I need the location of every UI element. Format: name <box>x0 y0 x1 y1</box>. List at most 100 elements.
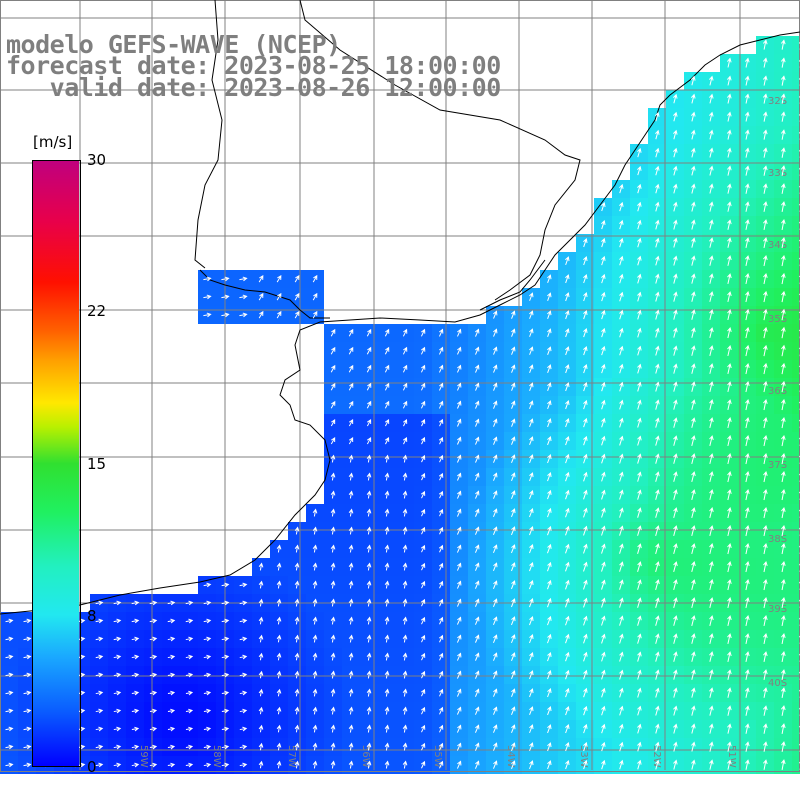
wind-arrow <box>239 708 248 714</box>
wind-arrow <box>113 618 122 624</box>
wind-arrow <box>384 634 390 643</box>
wind-arrow <box>348 724 354 733</box>
wind-arrow <box>762 39 768 50</box>
wind-arrow <box>5 618 14 624</box>
wind-arrow <box>276 724 282 733</box>
wind-arrow <box>745 344 750 357</box>
wind-arrow <box>691 255 696 266</box>
wind-arrow <box>691 579 696 591</box>
wind-arrow <box>781 633 786 645</box>
wind-arrow <box>511 472 516 482</box>
wind-arrow <box>5 744 14 750</box>
wind-arrow <box>655 615 660 626</box>
wind-arrow <box>744 57 750 68</box>
wind-arrow <box>745 723 750 734</box>
wind-arrow <box>167 726 176 732</box>
wind-arrow <box>709 399 714 410</box>
wind-arrow <box>727 255 732 266</box>
wind-arrow <box>384 328 390 337</box>
wind-arrow <box>492 616 498 625</box>
wind-speed-cell <box>792 612 800 630</box>
wind-arrow <box>366 634 372 643</box>
wind-arrow <box>528 579 534 590</box>
wind-arrow <box>709 183 714 194</box>
wind-arrow <box>348 472 354 481</box>
wind-arrow <box>565 310 570 320</box>
wind-arrow <box>402 328 408 337</box>
wind-arrow <box>745 687 750 698</box>
wind-arrow <box>457 454 462 463</box>
wind-arrow <box>438 652 444 661</box>
wind-arrow <box>673 723 678 734</box>
wind-arrow <box>384 544 390 553</box>
wind-arrow <box>745 290 750 303</box>
wind-arrow <box>781 452 786 465</box>
wind-speed-cell <box>792 468 800 486</box>
wind-arrow <box>708 93 714 104</box>
wind-arrow <box>475 472 480 481</box>
wind-arrow <box>762 147 768 158</box>
wind-arrow <box>493 760 498 769</box>
wind-arrow <box>5 672 14 678</box>
wind-arrow <box>366 706 372 715</box>
wind-arrow <box>673 471 678 482</box>
wind-arrow <box>726 111 732 122</box>
wind-arrow <box>780 759 786 770</box>
wind-arrow <box>475 490 480 499</box>
wind-arrow <box>438 472 444 481</box>
wind-arrow <box>762 165 768 176</box>
wind-arrow <box>583 687 588 698</box>
wind-arrow <box>709 453 714 465</box>
wind-arrow <box>330 562 336 571</box>
wind-arrow <box>619 759 624 770</box>
wind-arrow <box>637 201 642 212</box>
wind-arrow <box>492 544 498 553</box>
wind-arrow <box>348 742 354 751</box>
wind-arrow <box>420 472 426 481</box>
wind-arrow <box>547 471 552 482</box>
wind-arrow <box>149 762 158 768</box>
wind-arrow <box>637 255 642 266</box>
wind-arrow <box>655 129 660 140</box>
wind-arrow <box>780 39 786 50</box>
wind-arrow <box>709 687 714 698</box>
wind-arrow <box>113 690 122 696</box>
latitude-label: 32S <box>768 96 787 107</box>
wind-arrow <box>456 688 462 697</box>
wind-arrow <box>763 741 768 752</box>
wind-arrow <box>565 579 570 590</box>
wind-arrow <box>781 596 786 609</box>
wind-arrow <box>709 345 714 356</box>
wind-arrow <box>691 543 696 555</box>
wind-arrow <box>673 111 678 122</box>
wind-arrow <box>149 690 158 696</box>
wind-arrow <box>583 327 588 338</box>
wind-arrow <box>258 706 264 715</box>
wind-arrow <box>420 454 426 463</box>
wind-arrow <box>673 561 678 573</box>
wind-arrow <box>763 326 768 339</box>
wind-arrow <box>565 651 570 662</box>
wind-arrow <box>330 652 336 661</box>
wind-arrow <box>131 654 140 660</box>
wind-arrow <box>709 579 714 591</box>
wind-arrow <box>547 418 552 428</box>
wind-arrow <box>565 525 570 536</box>
wind-arrow <box>601 561 606 572</box>
wind-arrow <box>637 615 642 626</box>
wind-arrow <box>583 345 588 356</box>
wind-arrow <box>583 507 588 518</box>
wind-arrow <box>511 454 516 463</box>
wind-arrow <box>601 363 606 374</box>
wind-arrow <box>619 327 624 338</box>
wind-arrow <box>565 597 570 608</box>
wind-arrow <box>330 490 336 499</box>
wind-arrow <box>239 636 248 642</box>
wind-arrow <box>763 669 768 680</box>
wind-arrow <box>511 760 516 769</box>
wind-arrow <box>529 706 534 716</box>
wind-arrow <box>565 742 570 752</box>
wind-arrow <box>456 634 462 643</box>
wind-arrow <box>744 111 750 122</box>
wind-arrow <box>456 562 462 571</box>
